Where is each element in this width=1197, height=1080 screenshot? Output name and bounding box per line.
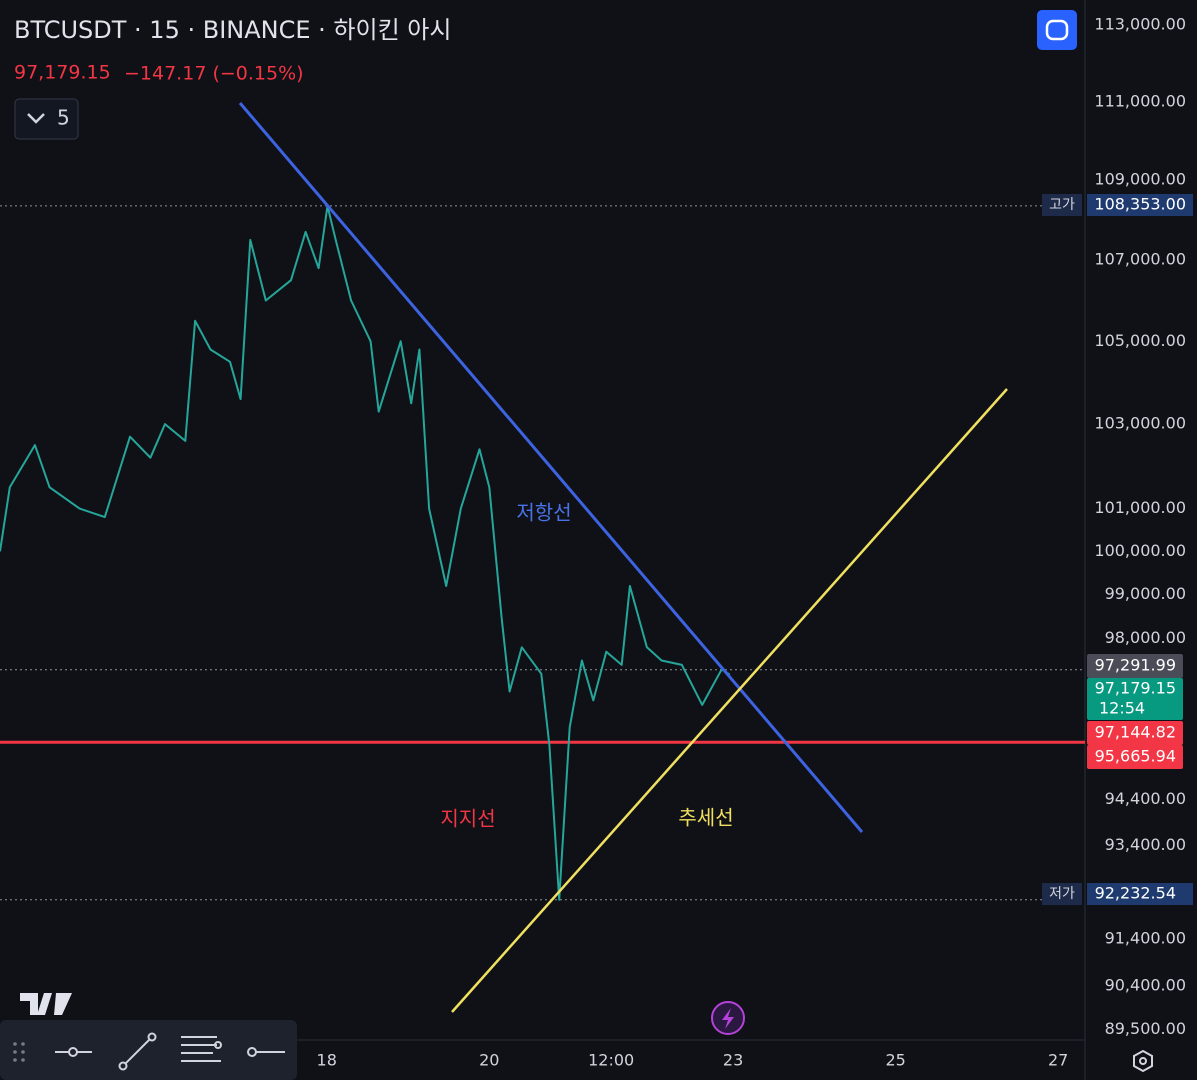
y-tick-label: 107,000.00 xyxy=(1094,250,1186,269)
low-tag xyxy=(1042,883,1082,905)
time-axis: 18 20 12:00 23 25 27 xyxy=(317,1051,1069,1070)
high-badge xyxy=(1087,194,1193,216)
y-tick-label: 103,000.00 xyxy=(1094,414,1186,433)
price-badge xyxy=(1087,678,1183,720)
last-badge xyxy=(1087,654,1183,678)
x-tick-label: 27 xyxy=(1048,1051,1068,1070)
countdown-text: 12:54 xyxy=(1099,699,1145,718)
price-axis: 113,000.00 111,000.00 109,000.00 107,000.00… xyxy=(1094,15,1186,1038)
y-tick-label: 111,000.00 xyxy=(1094,91,1186,110)
y-tick-label: 90,400.00 xyxy=(1105,976,1186,995)
y-tick-label: 98,000.00 xyxy=(1105,628,1186,647)
y-tick-label: 93,400.00 xyxy=(1105,835,1186,854)
x-tick-label: 23 xyxy=(723,1051,743,1070)
resistance-line xyxy=(238,102,864,833)
y-tick-label: 113,000.00 xyxy=(1094,15,1186,34)
toolbar-icons[interactable] xyxy=(55,1032,285,1071)
low-tag-text: 저가 xyxy=(1049,886,1075,902)
settings-button[interactable] xyxy=(1133,1049,1153,1073)
tradingview-logo xyxy=(20,993,72,1015)
high-tag xyxy=(1042,194,1082,216)
drag-handle[interactable] xyxy=(13,1042,25,1062)
x-tick-label: 12:00 xyxy=(588,1051,634,1070)
indicator-count[interactable]: 5 xyxy=(57,106,70,130)
x-tick-label: 20 xyxy=(479,1051,499,1070)
y-tick-label: 99,000.00 xyxy=(1105,584,1186,603)
support-badge xyxy=(1087,745,1183,769)
trend-label: 추세선 xyxy=(678,806,733,830)
settings-icon xyxy=(1139,1057,1147,1065)
levels xyxy=(0,205,1085,901)
chevron-icon xyxy=(27,113,45,124)
drawing-toolbar xyxy=(0,1020,297,1080)
level-badge xyxy=(1087,721,1183,745)
bolt-icon xyxy=(722,1008,734,1029)
low-badge-text: 92,232.54 xyxy=(1095,884,1176,903)
price-change: −147.17 (−0.15%) xyxy=(124,63,304,85)
support-label: 지지선 xyxy=(440,807,495,831)
y-tick-label: 109,000.00 xyxy=(1094,170,1186,189)
price-line xyxy=(0,204,731,901)
y-tick-label: 91,400.00 xyxy=(1105,928,1186,947)
y-tick-label: 100,000.00 xyxy=(1094,541,1186,560)
plot xyxy=(0,204,731,901)
y-tick-label: 101,000.00 xyxy=(1094,498,1186,517)
x-tick-label: 25 xyxy=(885,1051,905,1070)
resistance-label: 저항선 xyxy=(516,501,571,525)
y-tick-label: 94,400.00 xyxy=(1105,789,1186,808)
high-tag-text: 고가 xyxy=(1049,197,1075,213)
indicator-toggle[interactable] xyxy=(14,98,79,140)
symbol-title: BTCUSDT · 15 · BINANCE · 하이킨 아시 xyxy=(14,16,451,44)
trend-line xyxy=(451,388,1008,1013)
x-tick-label: 18 xyxy=(317,1051,337,1070)
low-badge xyxy=(1087,883,1193,905)
last-badge-text: 97,291.99 xyxy=(1095,656,1176,675)
level-badge-text: 97,144.82 xyxy=(1095,723,1176,742)
last-price: 97,179.15 xyxy=(14,62,111,84)
fullscreen-button[interactable] xyxy=(1037,10,1077,50)
y-tick-label: 89,500.00 xyxy=(1105,1019,1186,1038)
support-badge-text: 95,665.94 xyxy=(1095,747,1176,766)
high-badge-text: 108,353.00 xyxy=(1094,195,1186,214)
price-badge-text: 97,179.15 xyxy=(1095,679,1176,698)
y-tick-label: 105,000.00 xyxy=(1094,331,1186,350)
fullscreen-icon xyxy=(1045,19,1069,41)
